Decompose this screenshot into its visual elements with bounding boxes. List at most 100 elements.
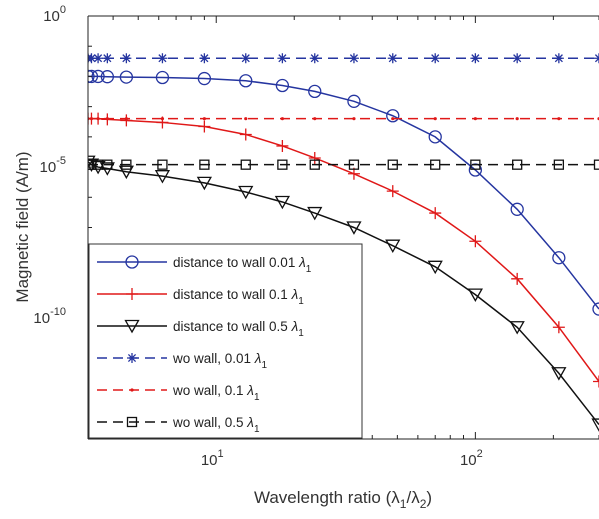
legend-label: wo wall, 0.5 λ1 — [172, 415, 260, 435]
y-tick-label: 10-5 — [40, 155, 66, 176]
data-point — [313, 117, 317, 121]
data-point — [121, 159, 132, 170]
data-point — [124, 117, 128, 121]
legend: distance to wall 0.01 λ1 distance to wall… — [88, 243, 363, 439]
data-point — [511, 272, 524, 285]
data-point — [346, 221, 362, 235]
data-point — [308, 151, 321, 164]
data-point — [240, 159, 251, 170]
data-point — [238, 185, 254, 200]
data-point — [308, 84, 322, 99]
data-point — [118, 165, 134, 180]
data-point — [551, 367, 567, 381]
data-point — [100, 70, 114, 84]
data-point — [552, 321, 565, 334]
data-point — [427, 260, 443, 275]
data-point — [157, 53, 168, 64]
data-point — [391, 117, 395, 121]
series-layer — [88, 53, 599, 432]
data-point — [553, 159, 565, 170]
data-point — [102, 159, 113, 170]
data-point — [473, 117, 477, 121]
data-point — [277, 159, 288, 170]
data-point — [124, 319, 140, 334]
data-point — [280, 117, 284, 121]
data-point — [88, 69, 99, 84]
axes-layer: 101 102 100 10-5 10-10 — [33, 4, 599, 469]
data-point — [154, 170, 171, 184]
data-point — [593, 375, 599, 388]
data-point — [512, 159, 523, 170]
x-tick-label: 101 — [201, 448, 224, 469]
data-point — [202, 117, 206, 121]
data-point — [119, 70, 134, 84]
data-point — [197, 71, 212, 86]
data-point — [309, 53, 320, 64]
data-point — [509, 321, 525, 335]
data-point — [102, 53, 113, 64]
data-point — [239, 128, 252, 141]
legend-entry: distance to wall 0.5 λ1 — [97, 319, 304, 339]
series-3 — [88, 155, 599, 432]
data-point — [88, 53, 97, 64]
legend-entry: wo wall, 0.01 λ1 — [97, 351, 267, 371]
data-point — [552, 251, 566, 265]
data-point — [88, 159, 94, 170]
data-point — [470, 159, 481, 170]
data-point — [157, 159, 168, 170]
data-point — [429, 207, 442, 220]
data-point — [387, 53, 398, 64]
data-point — [428, 130, 442, 144]
data-point — [470, 53, 481, 64]
y-tick-label: 10-10 — [33, 306, 66, 327]
data-point — [160, 117, 165, 121]
data-point — [347, 94, 361, 108]
data-point — [88, 159, 97, 170]
legend-label: distance to wall 0.01 λ1 — [173, 255, 312, 275]
data-point — [593, 159, 599, 170]
legend-label: distance to wall 0.5 λ1 — [173, 319, 304, 339]
x-axis-label: Wavelength ratio (λ1/λ2) — [254, 488, 432, 511]
data-point — [121, 53, 132, 64]
data-point — [126, 416, 138, 428]
data-point — [198, 120, 211, 133]
legend-entry: wo wall, 0.1 λ1 — [97, 383, 260, 403]
data-point — [309, 159, 320, 170]
data-point — [127, 353, 137, 363]
data-point — [240, 53, 251, 64]
data-point — [89, 117, 94, 121]
data-point — [591, 418, 599, 432]
data-point — [512, 53, 523, 64]
data-point — [105, 117, 109, 121]
data-point — [91, 69, 105, 84]
data-point — [348, 159, 360, 170]
data-point — [244, 117, 248, 121]
data-point — [553, 53, 564, 64]
data-point — [274, 195, 290, 210]
series-6 — [88, 159, 599, 170]
legend-label: distance to wall 0.1 λ1 — [173, 287, 304, 307]
series-1 — [88, 69, 599, 316]
data-point — [126, 288, 138, 300]
data-point — [120, 114, 133, 127]
data-point — [386, 109, 400, 123]
legend-entry: wo wall, 0.5 λ1 — [97, 415, 260, 435]
data-point — [196, 176, 212, 191]
data-point — [199, 159, 210, 170]
series-4 — [88, 53, 599, 64]
x-tick-label: 102 — [460, 448, 483, 469]
legend-entry: distance to wall 0.1 λ1 — [97, 287, 304, 307]
data-point — [199, 53, 210, 64]
data-point — [557, 117, 561, 121]
data-point — [275, 78, 290, 93]
data-point — [155, 70, 170, 85]
data-point — [88, 69, 95, 84]
data-point — [430, 159, 441, 170]
data-point — [239, 74, 253, 88]
y-tick-label: 100 — [43, 4, 66, 25]
legend-entry: distance to wall 0.01 λ1 — [97, 255, 312, 275]
data-point — [125, 255, 139, 269]
data-point — [96, 117, 100, 121]
data-point — [277, 53, 288, 64]
data-point — [515, 117, 519, 121]
